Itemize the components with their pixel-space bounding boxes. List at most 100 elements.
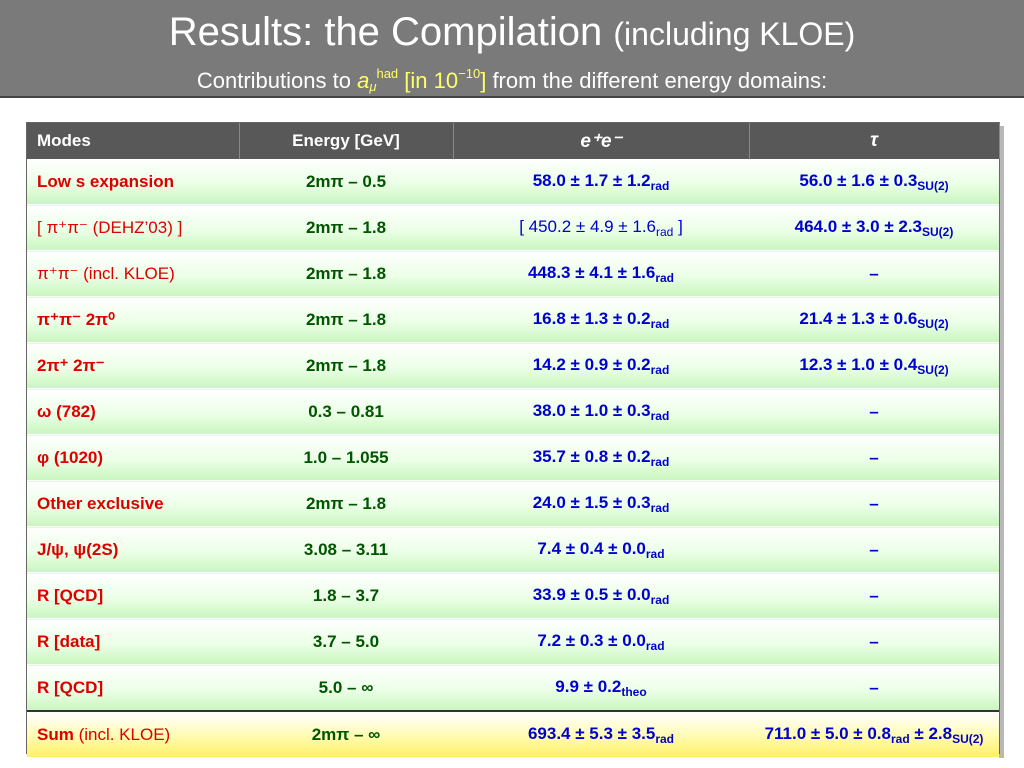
- tau-value-cell: –: [749, 388, 999, 435]
- title-main: Results: the Compilation: [168, 10, 603, 54]
- ee-subscript: theo: [621, 684, 647, 699]
- tau-value-cell: 56.0 ± 1.6 ± 0.3SU(2): [749, 159, 999, 205]
- tau-value: –: [869, 401, 879, 421]
- tau-value-cell: –: [749, 664, 999, 712]
- sum-tau-subscript: rad: [890, 731, 910, 746]
- ee-value-cell: 33.9 ± 0.5 ± 0.0rad: [453, 572, 749, 619]
- col-header-ee: e⁺e⁻: [453, 123, 750, 159]
- ee-value-cell: 448.3 ± 4.1 ± 1.6rad: [453, 250, 749, 297]
- energy-cell: 2mπ – 1.8: [239, 480, 453, 527]
- tau-value: 56.0 ± 1.6 ± 0.3: [799, 170, 918, 190]
- tau-value-cell: –: [749, 572, 999, 619]
- energy-cell: 2mπ – 1.8: [239, 296, 453, 343]
- subtitle-pre: Contributions to: [196, 68, 351, 93]
- ee-value-cell: 14.2 ± 0.9 ± 0.2rad: [453, 342, 749, 389]
- ee-subscript: rad: [650, 408, 670, 423]
- ee-value: 9.9 ± 0.2: [555, 676, 622, 696]
- sum-label: Sum: [37, 724, 74, 744]
- tau-value: –: [869, 263, 879, 283]
- energy-cell: 2mπ – 1.8: [239, 250, 453, 297]
- energy-cell: 2mπ – 1.8: [239, 342, 453, 389]
- tau-value-cell: –: [749, 434, 999, 481]
- slide-subtitle: Contributions to aμhad [in 10−10] from t…: [0, 60, 1024, 101]
- col-header-energy: Energy [GeV]: [239, 123, 454, 159]
- tau-value-cell: –: [749, 480, 999, 527]
- energy-cell: 2mπ – 1.8: [239, 204, 453, 251]
- slide-title: Results: the Compilation (including KLOE…: [0, 8, 1024, 58]
- ee-tail: ]: [673, 216, 683, 236]
- ee-value: 24.0 ± 1.5 ± 0.3: [532, 492, 651, 512]
- mode-cell: R [QCD]: [27, 572, 239, 619]
- tau-value-cell: –: [749, 526, 999, 573]
- tau-value-cell: –: [749, 250, 999, 297]
- energy-cell: 1.8 – 3.7: [239, 572, 453, 619]
- amu-symbol: aμhad: [357, 66, 399, 94]
- table-row: 2π⁺ 2π⁻ 2mπ – 1.8 14.2 ± 0.9 ± 0.2rad 12.3 …: [27, 342, 999, 389]
- tau-value: 464.0 ± 3.0 ± 2.3: [794, 216, 922, 236]
- energy-cell: 0.3 – 0.81: [239, 388, 453, 435]
- ee-value-cell: 58.0 ± 1.7 ± 1.2rad: [453, 159, 749, 205]
- results-table: Modes Energy [GeV] e⁺e⁻ τ Low s expansio…: [27, 123, 1000, 758]
- tau-value: –: [869, 585, 879, 605]
- ee-value: 14.2 ± 0.9 ± 0.2: [532, 354, 651, 374]
- ee-subscript: rad: [650, 454, 670, 469]
- tau-value: –: [869, 631, 879, 651]
- ee-value-cell: 9.9 ± 0.2theo: [453, 664, 749, 712]
- tau-subscript: SU(2): [922, 224, 954, 239]
- table-row: R [data] 3.7 – 5.0 7.2 ± 0.3 ± 0.0rad –: [27, 618, 999, 665]
- ee-value: 7.4 ± 0.4 ± 0.0: [537, 538, 646, 558]
- ee-subscript: rad: [650, 362, 670, 377]
- mode-cell: ω (782): [27, 388, 239, 435]
- mode-cell: 2π⁺ 2π⁻: [27, 342, 239, 389]
- col-header-modes: Modes: [27, 123, 240, 159]
- table-row: Low s expansion 2mπ – 0.5 58.0 ± 1.7 ± 1.2…: [27, 159, 999, 205]
- ee-value-cell: 24.0 ± 1.5 ± 0.3rad: [453, 480, 749, 527]
- ee-subscript: rad: [650, 500, 670, 515]
- mode-cell: R [QCD]: [27, 664, 239, 712]
- ee-value: 35.7 ± 0.8 ± 0.2: [532, 446, 651, 466]
- ee-value-cell: 38.0 ± 1.0 ± 0.3rad: [453, 388, 749, 435]
- ee-subscript: rad: [650, 316, 670, 331]
- ee-value: 33.9 ± 0.5 ± 0.0: [532, 584, 651, 604]
- sum-tau-subscript-2: SU(2): [952, 731, 984, 746]
- tau-value: 12.3 ± 1.0 ± 0.4: [799, 354, 918, 374]
- tau-value-cell: 21.4 ± 1.3 ± 0.6SU(2): [749, 296, 999, 343]
- tau-value: –: [869, 447, 879, 467]
- table-row: R [QCD] 1.8 – 3.7 33.9 ± 0.5 ± 0.0rad –: [27, 572, 999, 619]
- energy-cell: 3.7 – 5.0: [239, 618, 453, 665]
- tau-value-cell: –: [749, 618, 999, 665]
- energy-cell: 5.0 – ∞: [239, 664, 453, 712]
- mode-cell: R [data]: [27, 618, 239, 665]
- energy-cell: 2mπ – 0.5: [239, 159, 453, 205]
- table-row: π⁺π⁻ (incl. KLOE) 2mπ – 1.8 448.3 ± 4.1 ± …: [27, 250, 999, 297]
- sum-label-rest: (incl. KLOE): [73, 724, 171, 744]
- sum-ee-cell: 693.4 ± 5.3 ± 3.5rad: [453, 710, 749, 758]
- sum-ee-subscript: rad: [655, 731, 675, 746]
- ee-value: 16.8 ± 1.3 ± 0.2: [532, 308, 651, 328]
- ee-subscript: rad: [650, 592, 670, 607]
- table-header-row: Modes Energy [GeV] e⁺e⁻ τ: [27, 123, 1000, 159]
- ee-value-cell: 35.7 ± 0.8 ± 0.2rad: [453, 434, 749, 481]
- sum-row: Sum (incl. KLOE) 2mπ – ∞ 693.4 ± 5.3 ± 3.5…: [27, 710, 999, 758]
- table-row: Other exclusive 2mπ – 1.8 24.0 ± 1.5 ± 0.3…: [27, 480, 999, 527]
- tau-value: –: [869, 677, 879, 697]
- table-row: ω (782) 0.3 – 0.81 38.0 ± 1.0 ± 0.3rad –: [27, 388, 999, 435]
- sum-energy-cell: 2mπ – ∞: [239, 710, 453, 758]
- mode-cell: J/ψ, ψ(2S): [27, 526, 239, 573]
- mode-cell: Other exclusive: [27, 480, 239, 527]
- ee-value: [ 450.2 ± 4.9 ± 1.6: [519, 216, 656, 236]
- ee-subscript: rad: [645, 638, 665, 653]
- ee-value: 7.2 ± 0.3 ± 0.0: [537, 630, 646, 650]
- slide-header: Results: the Compilation (including KLOE…: [0, 0, 1024, 98]
- results-table-container: Modes Energy [GeV] e⁺e⁻ τ Low s expansio…: [26, 122, 1000, 758]
- ee-value: 38.0 ± 1.0 ± 0.3: [532, 400, 651, 420]
- mode-cell: φ (1020): [27, 434, 239, 481]
- sum-tau-mid: ± 2.8: [909, 723, 953, 743]
- ee-value-cell: 7.2 ± 0.3 ± 0.0rad: [453, 618, 749, 665]
- tau-value: –: [869, 539, 879, 559]
- tau-value: 21.4 ± 1.3 ± 0.6: [799, 308, 918, 328]
- table-row: [ π⁺π⁻ (DEHZ’03) ] 2mπ – 1.8[ 450.2 ± 4.9…: [27, 204, 999, 251]
- tau-value: –: [869, 493, 879, 513]
- sum-mode-cell: Sum (incl. KLOE): [27, 710, 239, 758]
- tau-value-cell: 12.3 ± 1.0 ± 0.4SU(2): [749, 342, 999, 389]
